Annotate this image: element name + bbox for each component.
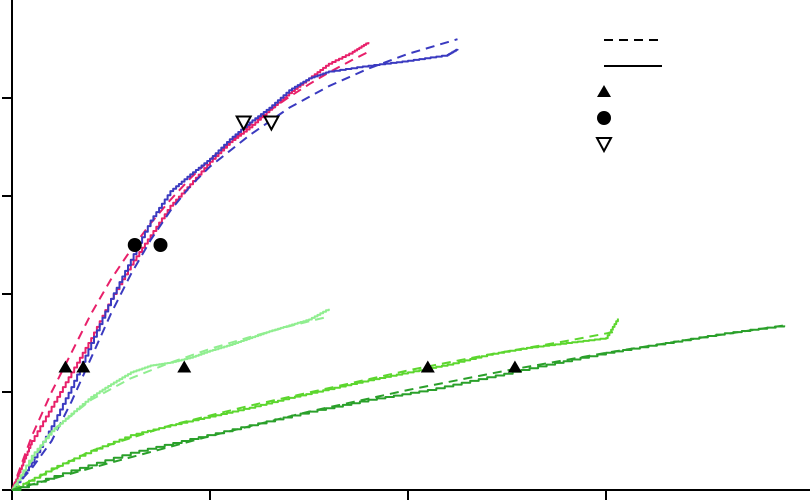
- marker-filled-triangle-4: [420, 360, 435, 373]
- series-line-2: [11, 51, 369, 491]
- series-line-3: [12, 48, 459, 491]
- series-lines: [11, 38, 786, 491]
- event-markers: [58, 115, 522, 373]
- series-line-9: [12, 325, 786, 491]
- marker-filled-triangle-2: [76, 360, 91, 373]
- marker-filled-triangle-3: [177, 360, 192, 373]
- marker-filled-triangle-1: [58, 360, 73, 373]
- marker-filled-circle-7: [153, 238, 168, 252]
- series-line-8: [11, 330, 619, 491]
- series-line-4: [11, 38, 458, 491]
- marker-open-down-triangle-9: [262, 115, 281, 132]
- legend-symbol-open-down-triangle: [595, 137, 613, 154]
- marker-open-down-triangle-8: [234, 115, 253, 132]
- legend-symbol-filled-triangle: [597, 85, 611, 97]
- series-line-10: [11, 324, 785, 491]
- legend-symbol-filled-circle: [597, 111, 611, 125]
- series-line-6: [11, 315, 330, 491]
- marker-filled-triangle-5: [507, 360, 522, 373]
- series-line-1: [12, 42, 370, 491]
- legend: [595, 39, 662, 154]
- marker-filled-circle-6: [127, 238, 142, 252]
